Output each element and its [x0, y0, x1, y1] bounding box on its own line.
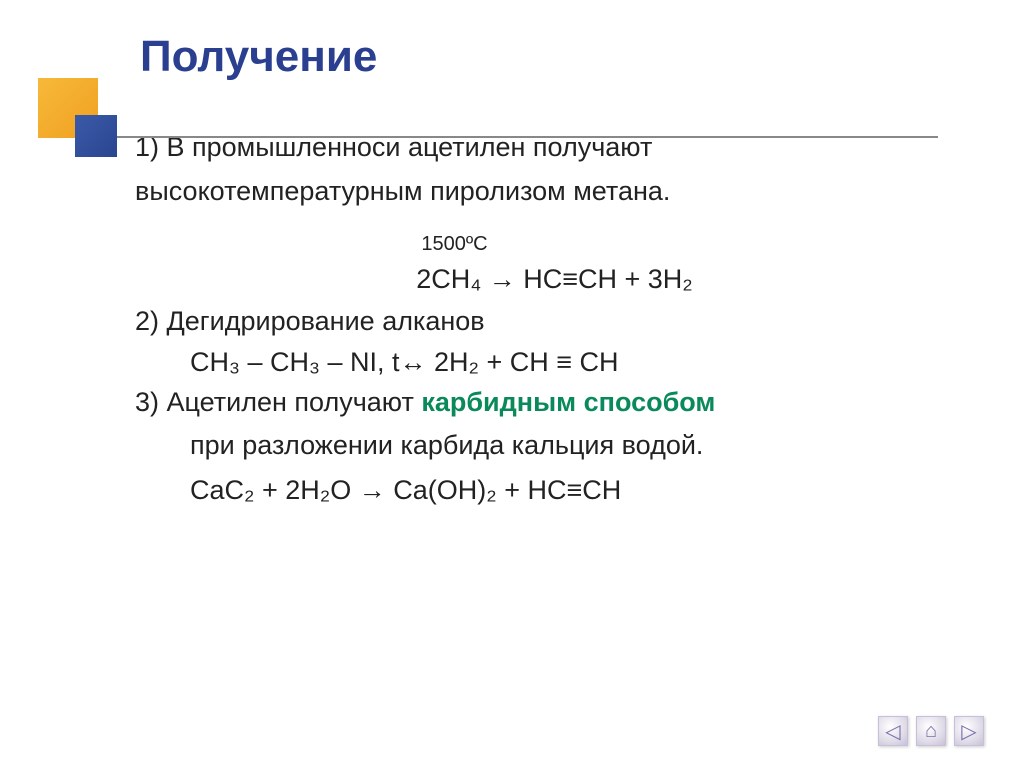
- nav-next-button[interactable]: ▷: [954, 716, 984, 746]
- nav-home-button[interactable]: ⌂: [916, 716, 946, 746]
- horizontal-rule: [38, 136, 938, 138]
- bullet-3-highlight: карбидным способом: [421, 387, 715, 417]
- slide-title: Получение: [140, 32, 974, 82]
- bullet-2: 2) Дегидрирование алканов: [135, 301, 974, 343]
- bullet-1-line-a: 1) В промышленноси ацетилен получают: [135, 127, 974, 169]
- nav-controls: ◁ ⌂ ▷: [878, 716, 984, 746]
- slide-container: Получение 1) В промышленноси ацетилен по…: [0, 0, 1024, 768]
- formula-1: 2CH₄ → HC≡CH + 3H₂: [135, 264, 974, 295]
- chevron-left-icon: ◁: [885, 719, 900, 744]
- formula-3: CaC₂ + 2H₂O → Ca(OH)₂ + HC≡CH: [190, 475, 974, 506]
- deco-blue-square: [75, 115, 117, 157]
- home-icon: ⌂: [925, 720, 937, 743]
- chevron-right-icon: ▷: [961, 719, 976, 744]
- bullet-1-line-b: высокотемпературным пиролизом метана.: [135, 171, 974, 213]
- formula-2: CH₃ – CH₃ – NI, t↔ 2H₂ + CH ≡ CH: [190, 347, 974, 378]
- bullet-3-line-b: при разложении карбида кальция водой.: [190, 425, 974, 467]
- bullet-3-line-a: 3) Ацетилен получают карбидным способом: [135, 382, 974, 424]
- slide-content: 1) В промышленноси ацетилен получают выс…: [135, 127, 974, 506]
- bullet-3-text-a: 3) Ацетилен получают: [135, 387, 421, 417]
- nav-prev-button[interactable]: ◁: [878, 716, 908, 746]
- temperature-label: 1500ºС: [0, 233, 974, 256]
